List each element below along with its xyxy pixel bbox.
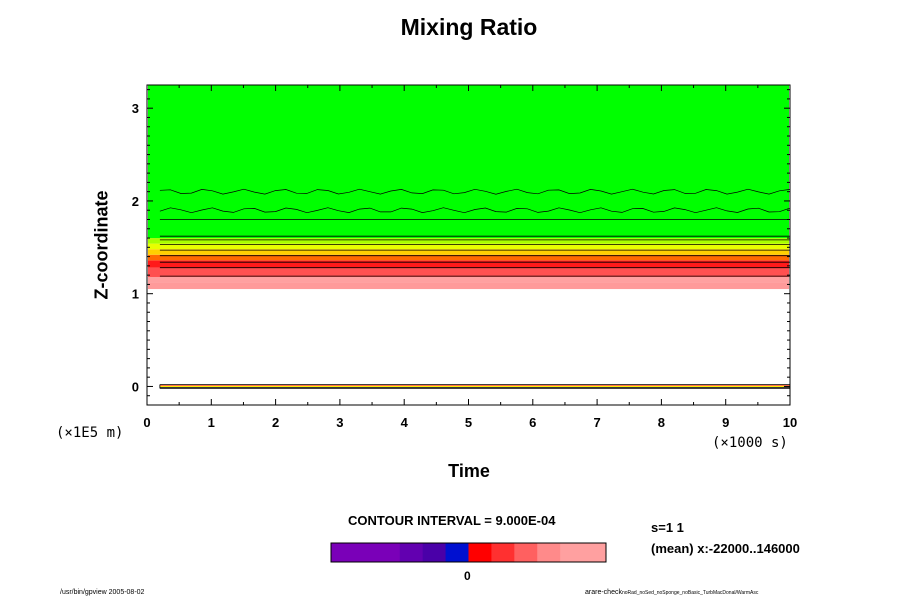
x-tick-label: 7 xyxy=(593,415,600,430)
x-tick-label: 3 xyxy=(336,415,343,430)
heat-band-4 xyxy=(148,254,789,261)
y-axis-label: Z-coordinate xyxy=(91,190,112,300)
colorbar-segment-7 xyxy=(491,543,515,562)
colorbar-segment-6 xyxy=(468,543,492,562)
x-tick-label: 1 xyxy=(208,415,215,430)
y-tick-label: 0 xyxy=(132,379,139,394)
stat-s-label: s=1 1 xyxy=(651,520,684,535)
heat-band-8 xyxy=(148,85,789,239)
stat-mean-label: (mean) x:-22000..146000 xyxy=(651,541,800,556)
colorbar-segment-0 xyxy=(331,543,355,562)
x-tick-label: 2 xyxy=(272,415,279,430)
surface-band-0 xyxy=(159,384,791,386)
y-tick-label: 2 xyxy=(132,194,139,209)
x-tick-label: 9 xyxy=(722,415,729,430)
colorbar-segment-9 xyxy=(537,543,561,562)
colorbar-segment-2 xyxy=(376,543,401,562)
colorbar-segment-4 xyxy=(422,543,447,562)
footer-right-main: arare-check xyxy=(585,589,622,596)
colorbar-segment-5 xyxy=(445,543,469,562)
heat-band-3 xyxy=(148,260,789,268)
contour-line-9 xyxy=(159,207,791,214)
x-tick-label: 6 xyxy=(529,415,536,430)
heat-band-5 xyxy=(148,249,789,255)
x-axis-scale-label: (×1000 s) xyxy=(712,435,788,451)
x-tick-label: 4 xyxy=(401,415,409,430)
x-tick-label: 0 xyxy=(143,415,150,430)
heat-band-0 xyxy=(148,282,789,290)
surface-band-2 xyxy=(159,387,791,389)
chart-title: Mixing Ratio xyxy=(400,14,538,40)
y-tick-label: 3 xyxy=(132,101,139,116)
x-tick-label: 5 xyxy=(465,415,472,430)
y-axis-scale-label: (×1E5 m) xyxy=(56,425,124,441)
footer-left-text: /usr/bin/gpview 2005-08-02 xyxy=(60,589,145,596)
footer-right-text: arare-checknoRad_noSed_noSponge_noBasic_… xyxy=(585,589,758,596)
surface-band-1 xyxy=(159,385,791,388)
colorbar-segment-3 xyxy=(399,543,424,562)
contour-line-10 xyxy=(159,188,791,195)
footer-right-small: noRad_noSed_noSponge_noBasic_TurbMacDona… xyxy=(621,590,759,596)
colorbar-segment-11 xyxy=(583,543,607,562)
contour-interval-label: CONTOUR INTERVAL = 9.000E-04 xyxy=(348,513,556,528)
colorbar-segment-8 xyxy=(514,543,538,562)
y-tick-label: 1 xyxy=(132,287,139,302)
x-tick-label: 8 xyxy=(658,415,665,430)
colorbar-frame xyxy=(330,542,607,563)
colorbar-zero-label: 0 xyxy=(464,569,471,583)
colorbar-segment-1 xyxy=(353,543,378,562)
heat-band-1 xyxy=(148,277,789,283)
colorbar-segment-10 xyxy=(560,543,584,562)
x-tick-label: 10 xyxy=(783,415,797,430)
x-axis-label: Time xyxy=(448,461,490,481)
heat-band-2 xyxy=(148,267,789,277)
heat-band-7 xyxy=(148,238,789,244)
heat-band-6 xyxy=(148,243,789,250)
